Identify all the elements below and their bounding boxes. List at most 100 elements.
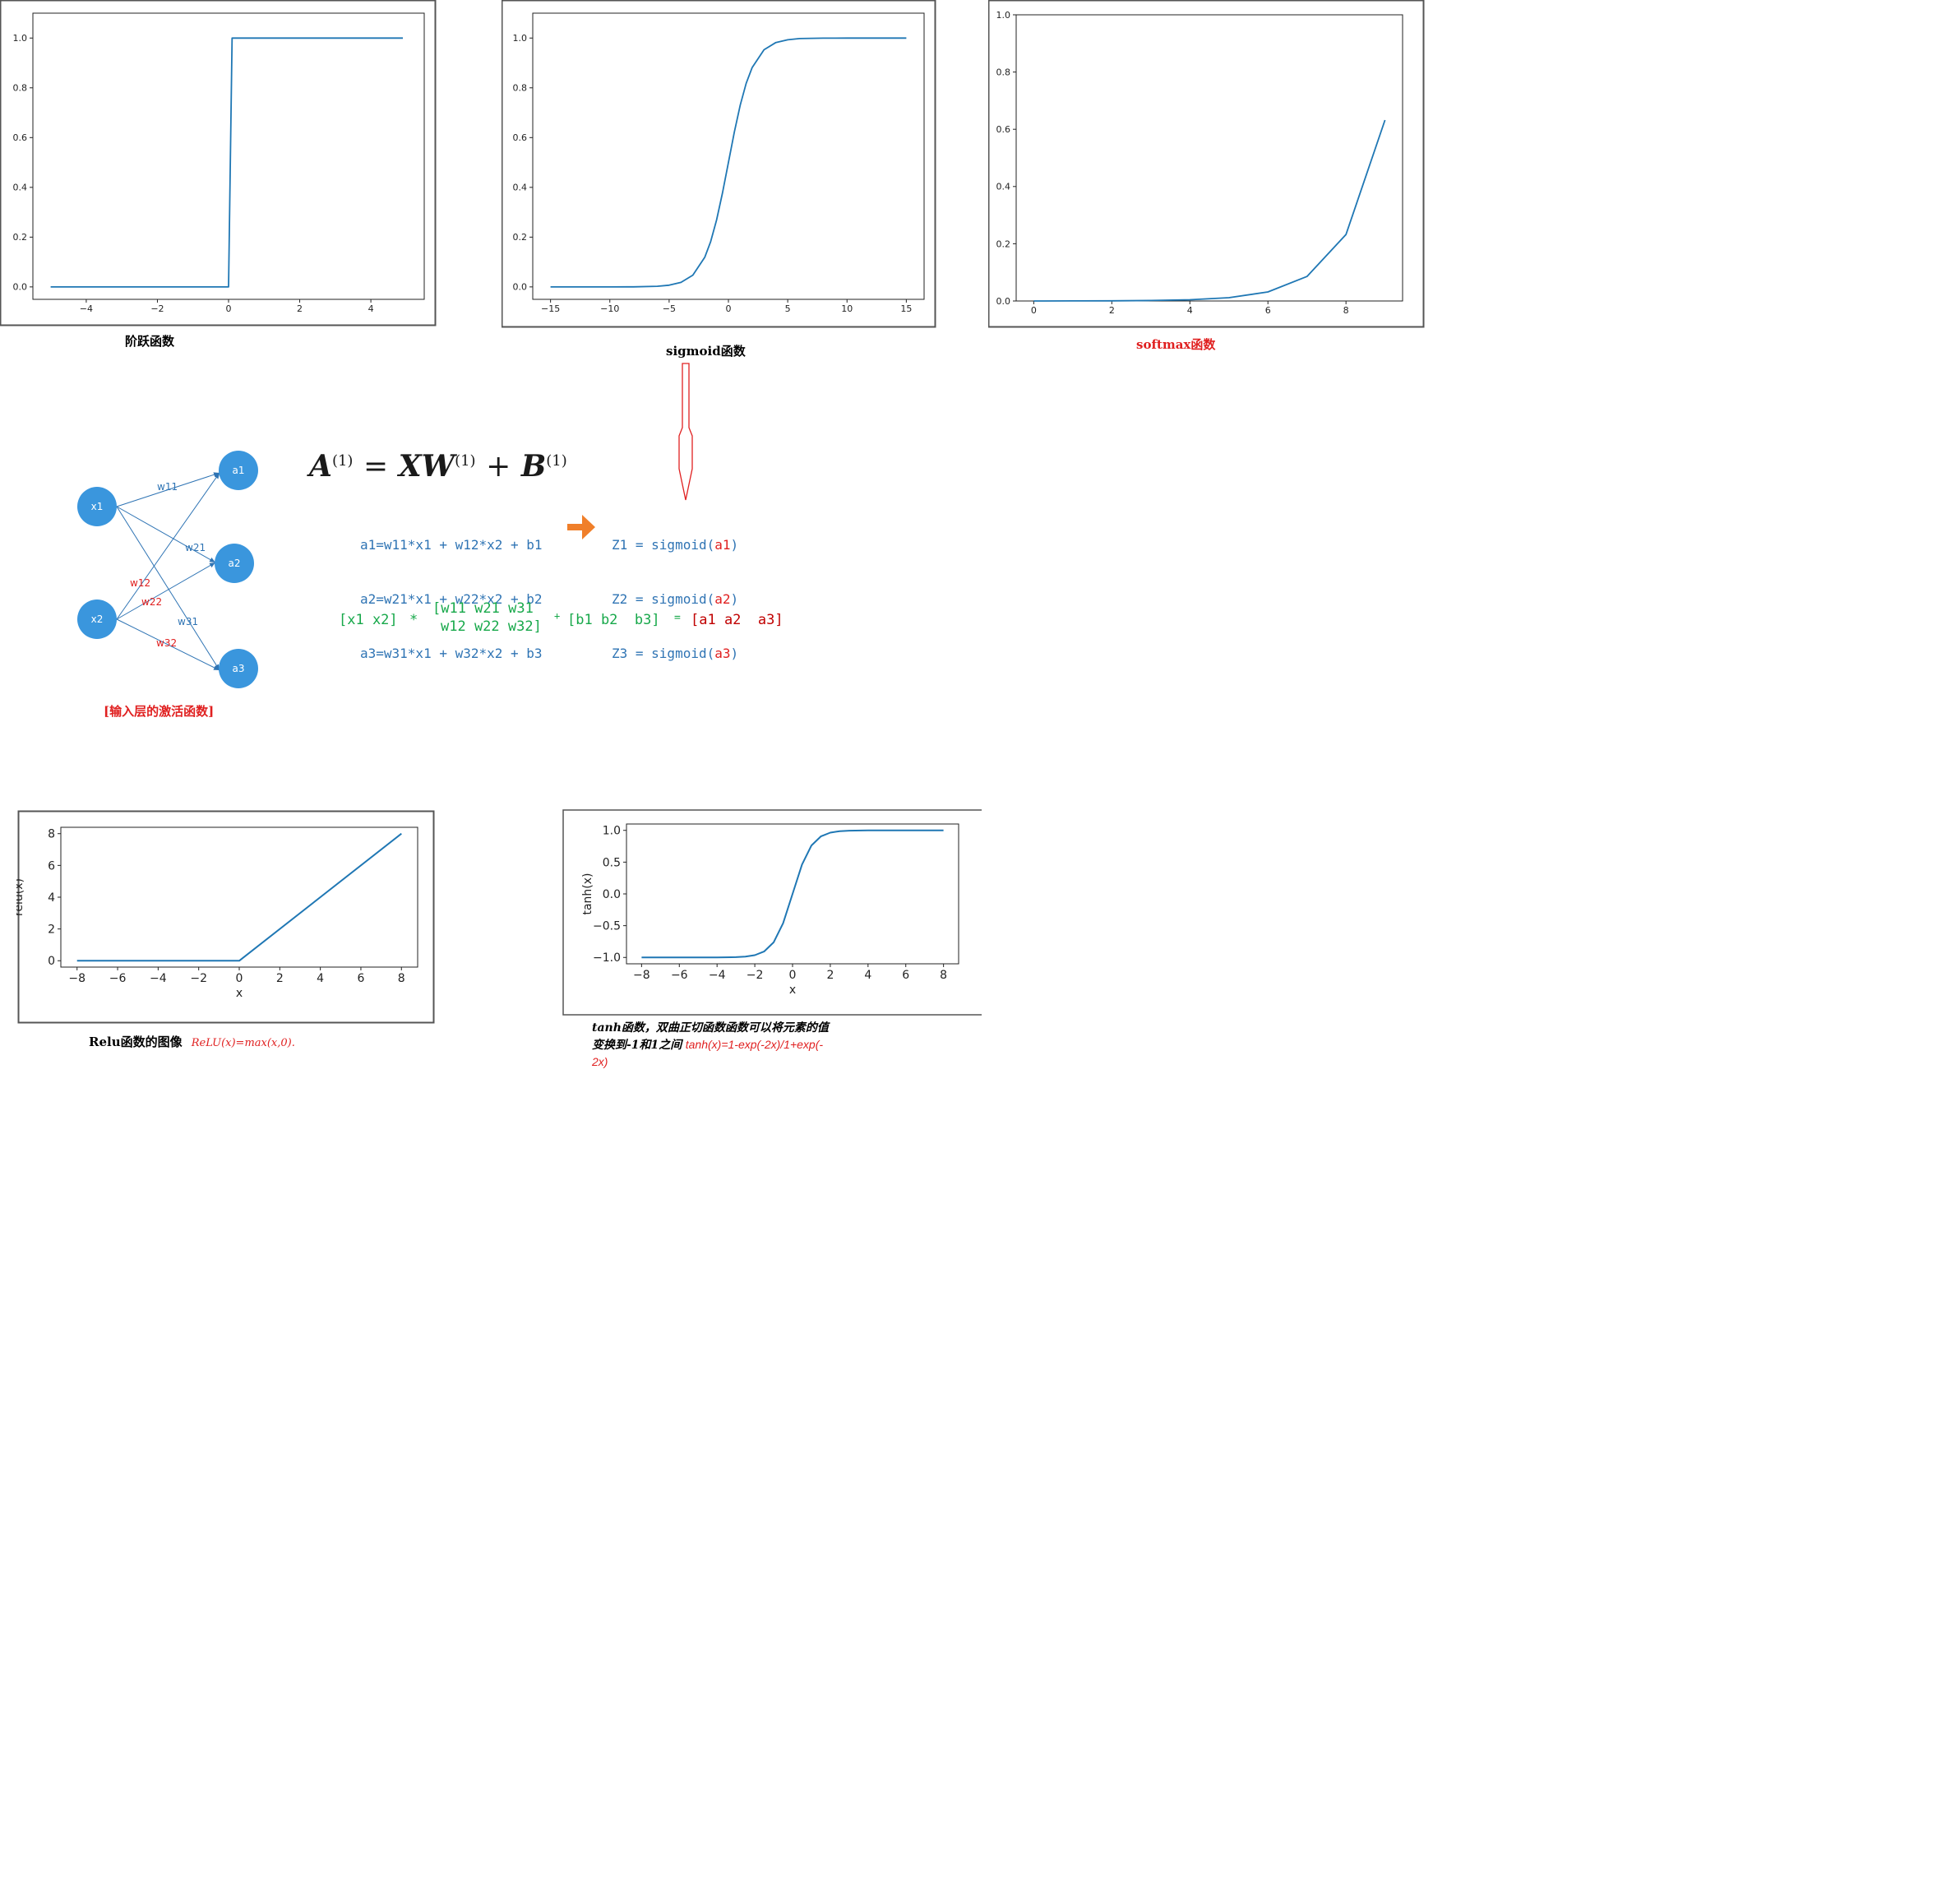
relu-caption: Relu函数的图像	[89, 1035, 183, 1049]
x-tick-label: 2	[276, 972, 284, 985]
x-tick-label: −8	[633, 969, 650, 982]
figure-frame	[0, 0, 437, 326]
y-tick-label: 6	[48, 859, 55, 873]
y-tick-label: −1.0	[593, 951, 621, 965]
equation-a2: a2=w21*x1 + w22*x2 + b2	[360, 591, 543, 607]
x-tick-label: 0	[236, 972, 243, 985]
svg-text:x2: x2	[91, 613, 104, 625]
x-tick-label: 0	[226, 303, 232, 314]
equation-a1: a1=w11*x1 + w12*x2 + b1	[360, 537, 543, 553]
step-chart: −4 −2 0 2 4 0.0 0.2 0.4 0.6 0.8 1.0	[0, 0, 437, 326]
x-tick-label: 2	[1109, 305, 1115, 316]
figure-frame	[988, 0, 1425, 328]
x-tick-label: −2	[190, 972, 207, 985]
series-line	[1033, 119, 1386, 302]
y-tick-label: 0.2	[996, 238, 1011, 249]
node-x2: x2	[77, 599, 117, 639]
sigmoid-chart: −15 −10 −5 0 5 10 15 0.0 0.2 0.4 0.6 0.8 1.0	[502, 0, 936, 328]
y-tick-label: 2	[48, 924, 55, 937]
y-tick-label: 0.6	[996, 124, 1011, 135]
weight-w12: w12	[130, 577, 150, 589]
y-tick-label: 0.0	[13, 282, 28, 293]
tanh-caption-line1: tanh函数，双曲正切函数函数可以将元素的值	[592, 1021, 829, 1035]
x-tick-label: −15	[541, 303, 560, 314]
network-caption: [输入层的激活函数]	[104, 704, 215, 719]
y-tick-label: 0.0	[996, 296, 1011, 307]
svg-text:x1: x1	[91, 501, 104, 512]
edge-x2-a3	[116, 618, 220, 671]
down-arrow-icon	[678, 363, 693, 501]
x-tick-label: −2	[747, 969, 764, 982]
relu-formula: ReLU(x)=max(x,0).	[191, 1037, 295, 1049]
y-tick-label: −0.5	[593, 920, 621, 933]
x-axis-label: x	[236, 987, 243, 1000]
x-tick-label: 4	[1187, 305, 1193, 316]
matrix-formula: A(1) = XW(1) + B(1)	[309, 449, 567, 484]
y-tick-label: 1.0	[513, 33, 528, 44]
x-tick-label: 6	[902, 969, 909, 982]
x-tick-label: 6	[357, 972, 364, 985]
y-tick-label: 0.0	[513, 282, 528, 293]
x-tick-label: −4	[80, 303, 93, 314]
figure-frame	[502, 0, 936, 328]
x-tick-label: 15	[900, 303, 912, 314]
x-tick-label: −2	[150, 303, 164, 314]
x-tick-label: −4	[150, 972, 167, 985]
tanh-chart: −8 −6 −4 −2 0 2 4 6 8 −1.0 −0.5 0.0 0.5 1.0 x tanh(x)	[562, 809, 982, 1016]
series-line	[50, 37, 403, 288]
svg-text:a2: a2	[229, 558, 241, 569]
x-tick-label: −5	[663, 303, 676, 314]
axes-box	[1015, 14, 1403, 302]
y-axis-label: tanh(x)	[581, 873, 594, 914]
y-tick-label: 0.0	[603, 888, 621, 901]
equation-z1: Z1 = sigmoid(a1)	[612, 537, 739, 553]
weight-w32: w32	[156, 637, 177, 649]
x-tick-label: 10	[841, 303, 853, 314]
y-axis-label: relu(x)	[16, 878, 25, 916]
x-tick-label: −6	[671, 969, 688, 982]
node-a2: a2	[215, 544, 254, 583]
y-tick-label: 0.8	[13, 83, 28, 94]
weight-w11: w11	[157, 481, 178, 493]
x-tick-label: 8	[398, 972, 405, 985]
edge-x2-a1	[116, 472, 220, 620]
figure-frame	[17, 810, 435, 1024]
y-tick-label: 0.5	[603, 856, 621, 869]
x-tick-label: 0	[726, 303, 732, 314]
tanh-caption-line2: 变换到-1和1之间	[592, 1039, 682, 1052]
x-tick-label: −10	[600, 303, 619, 314]
y-tick-label: 0.4	[996, 182, 1011, 192]
equation-a3: a3=w31*x1 + w32*x2 + b3	[360, 646, 543, 661]
softmax-caption: softmax函数	[1136, 337, 1216, 352]
y-tick-label: 8	[48, 828, 55, 841]
x-tick-label: 2	[297, 303, 303, 314]
x-tick-label: −6	[109, 972, 127, 985]
x-tick-label: 4	[368, 303, 374, 314]
node-a3: a3	[219, 649, 258, 688]
sigmoid-equations: Z1 = sigmoid(a1) Z2 = sigmoid(a2) Z3 = s…	[612, 500, 738, 681]
y-tick-label: 1.0	[13, 33, 28, 44]
sigmoid-caption: sigmoid函数	[666, 344, 746, 359]
weight-w21: w21	[185, 542, 206, 553]
x-tick-label: −4	[709, 969, 726, 982]
series-line	[641, 829, 944, 959]
relu-caption-row: Relu函数的图像 ReLU(x)=max(x,0).	[89, 1033, 295, 1050]
equation-z3: Z3 = sigmoid(a3)	[612, 646, 739, 661]
y-tick-label: 0.6	[513, 132, 528, 143]
svg-text:a3: a3	[233, 663, 245, 674]
x-tick-label: 0	[789, 969, 797, 982]
equation-z2: Z2 = sigmoid(a2)	[612, 591, 739, 607]
x-tick-label: 2	[826, 969, 834, 982]
step-caption: 阶跃函数	[125, 334, 175, 349]
network-diagram: w11 w21 w12 w22 w31 w32 x1 x2 a1 a2 a3	[77, 451, 258, 688]
y-tick-label: 0.4	[13, 183, 28, 193]
x-tick-label: −8	[68, 972, 86, 985]
tanh-formula-b: 2x)	[592, 1055, 608, 1068]
y-tick-label: 1.0	[996, 10, 1011, 21]
edge-x1-a3	[116, 506, 220, 671]
x-tick-label: 6	[1265, 305, 1271, 316]
tanh-caption-block: tanh函数，双曲正切函数函数可以将元素的值 变换到-1和1之间 tanh(x)…	[592, 1020, 888, 1070]
tanh-formula-a: tanh(x)=1-exp(-2x)/1+exp(-	[685, 1038, 824, 1051]
svg-text:a1: a1	[233, 465, 245, 476]
weight-w31: w31	[178, 616, 198, 627]
